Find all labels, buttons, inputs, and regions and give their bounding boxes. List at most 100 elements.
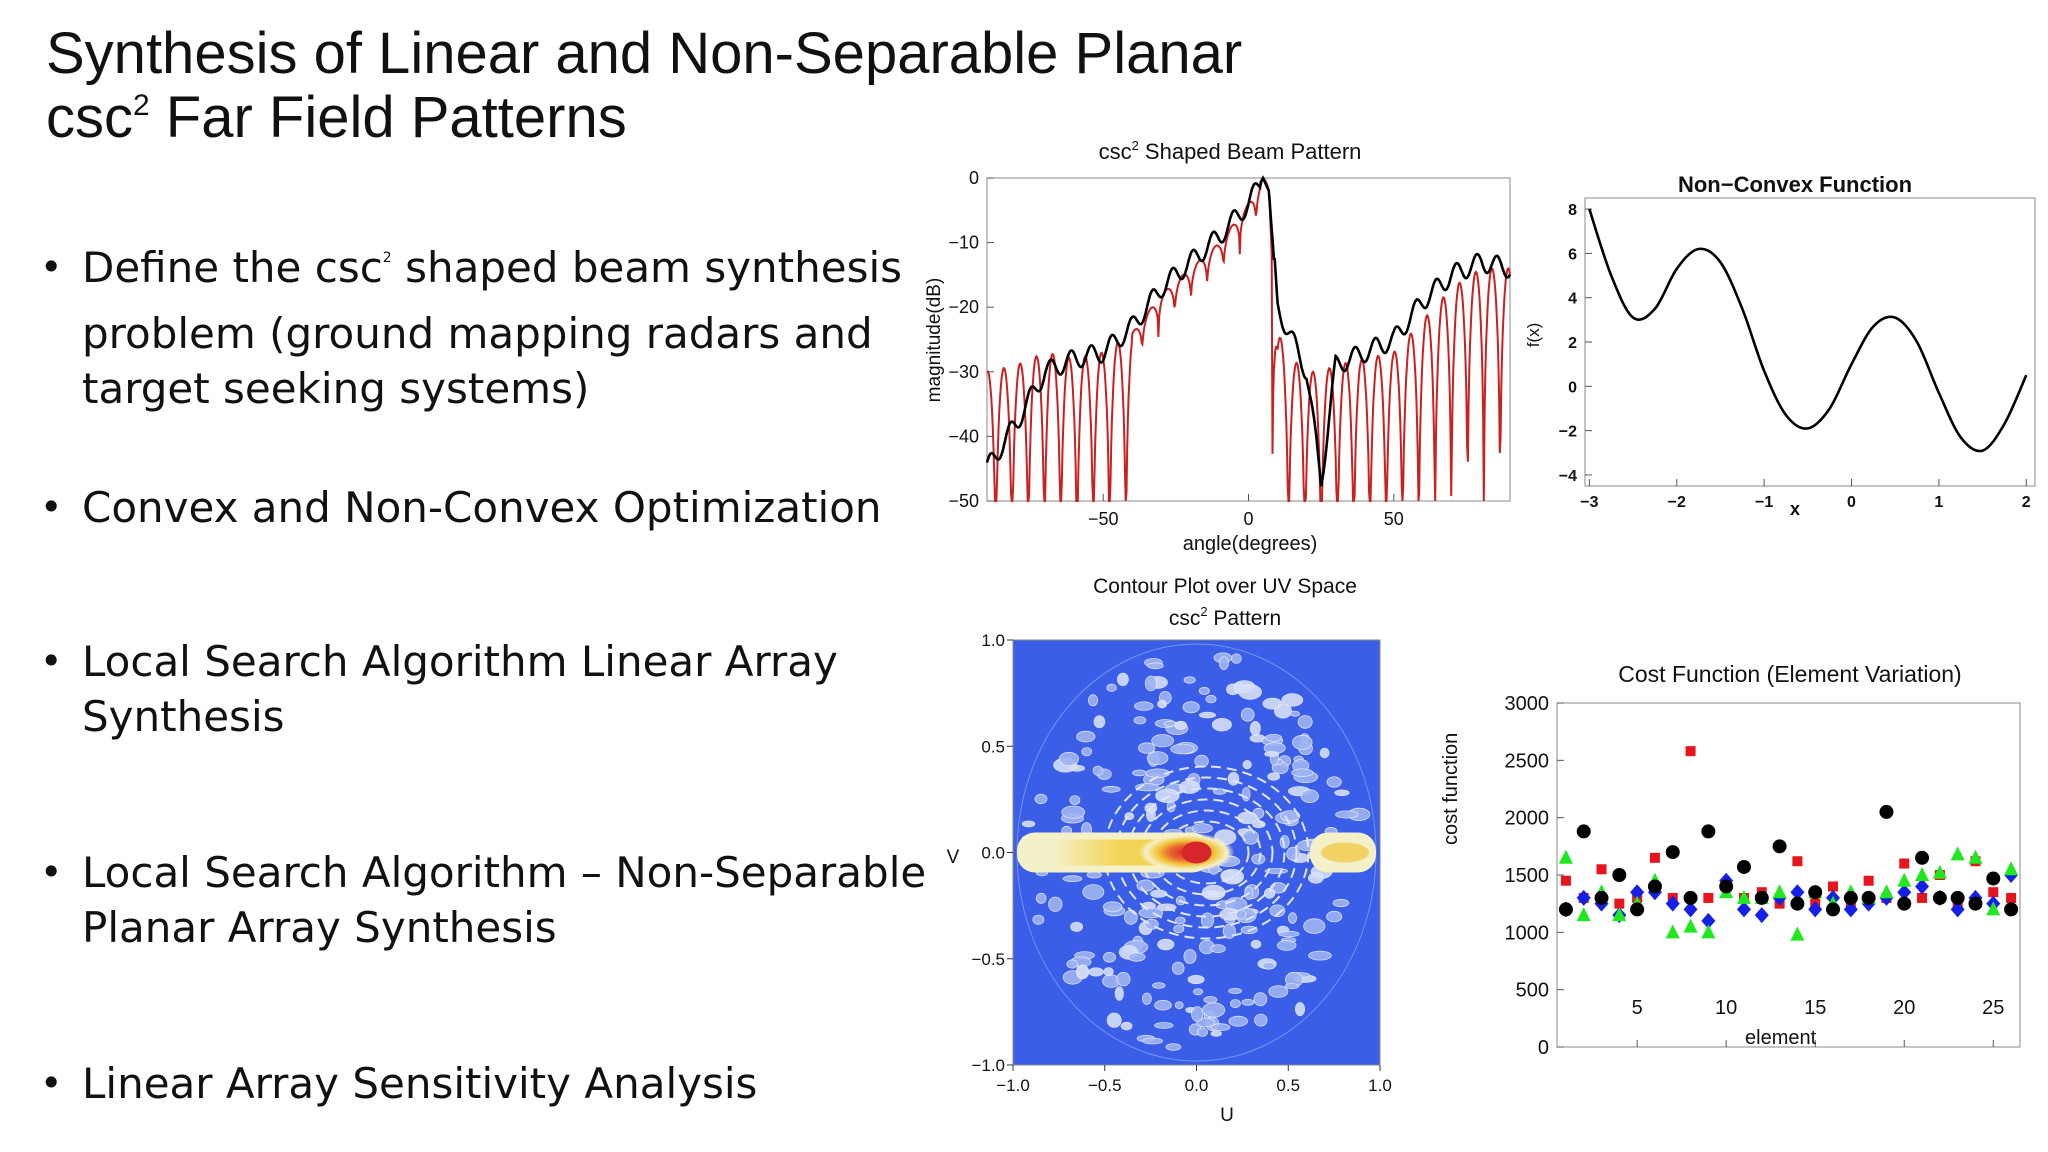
series-markers — [1558, 746, 2019, 941]
circle-marker — [1594, 890, 1609, 905]
sidelobe-contour — [1241, 998, 1255, 1006]
y-tick-label: 2000 — [1505, 808, 1550, 830]
sidelobe-contour — [1173, 924, 1185, 934]
x-tick-label: 0 — [1243, 509, 1253, 529]
sidelobe-contour — [1297, 715, 1313, 729]
triangle-marker — [1986, 901, 2001, 916]
sidelobe-contour — [1157, 938, 1175, 951]
sidelobe-contour — [1183, 949, 1197, 964]
sidelobe-contour — [1127, 952, 1146, 962]
sidelobe-contour — [1203, 996, 1218, 1004]
title-rest: Far Field Patterns — [149, 85, 627, 150]
diamond-marker — [1576, 889, 1591, 906]
triangle-marker — [1915, 867, 1930, 881]
circle-marker — [2004, 902, 2019, 917]
diamond-marker — [1665, 895, 1680, 912]
sidelobe-contour — [1200, 912, 1215, 929]
x-tick-label: −1.0 — [996, 1076, 1030, 1095]
circle-marker — [1879, 804, 1894, 819]
circle-marker — [1843, 890, 1858, 905]
sidelobe-contour — [1087, 694, 1099, 707]
y-tick-label: 0 — [1538, 1037, 1549, 1055]
triangle-marker — [1665, 924, 1680, 939]
y-tick-label: 500 — [1516, 980, 1549, 1002]
cost-y-axis-label: cost function — [1440, 732, 1462, 845]
circle-marker — [1950, 890, 1965, 905]
x-tick-label: 50 — [1384, 509, 1404, 529]
sidelobe-contour — [1032, 914, 1045, 925]
sidelobe-contour — [1138, 742, 1156, 754]
sidelobe-contour — [1151, 734, 1175, 748]
y-tick-label: 0.5 — [981, 737, 1005, 756]
sidelobe-contour — [1133, 716, 1147, 725]
sidelobe-contour — [1116, 672, 1129, 687]
circle-marker — [1897, 896, 1912, 911]
diamond-marker — [1754, 907, 1769, 924]
y-tick-label: 3000 — [1505, 693, 1550, 715]
sidelobe-contour — [1070, 921, 1084, 932]
y-tick-label: −4 — [1559, 468, 1577, 485]
sidelobe-contour — [1228, 987, 1243, 994]
y-tick-label: −10 — [948, 233, 979, 253]
x-tick-label: −3 — [1580, 494, 1598, 511]
sidelobe-contour — [1303, 918, 1326, 934]
sidelobe-contour — [1102, 951, 1116, 963]
sidelobe-contour — [1076, 730, 1096, 743]
sidelobe-contour — [1088, 967, 1104, 977]
plot-frame — [1556, 702, 2021, 1048]
sidelobe-contour — [1240, 707, 1255, 722]
sidelobe-contour — [1210, 1030, 1223, 1037]
circle-marker — [1736, 859, 1751, 874]
diamond-marker — [1701, 912, 1716, 929]
circle-marker — [1915, 850, 1930, 865]
sidelobe-contour — [1241, 787, 1251, 802]
x-tick-label: 0.5 — [1276, 1076, 1300, 1095]
circle-marker — [1790, 896, 1805, 911]
square-marker — [1703, 892, 1714, 903]
sidelobe-contour — [1300, 789, 1319, 804]
triangle-marker — [1879, 884, 1894, 899]
chart-title: csc2 Shaped Beam Pattern — [1099, 138, 1362, 164]
circle-marker — [1808, 885, 1823, 900]
sidelobe-contour — [1281, 693, 1304, 707]
sidelobe-contour — [1269, 904, 1286, 918]
sidelobe-contour — [1262, 961, 1276, 970]
sidelobe-contour — [1210, 1023, 1231, 1032]
diamond-marker — [1683, 901, 1698, 918]
cost-x-axis-label: element — [1745, 1027, 1817, 1049]
y-tick-label: 4 — [1568, 291, 1577, 308]
bullet-item: • Linear Array Sensitivity Analysis — [40, 1056, 940, 1116]
sidelobe-contour — [1191, 1006, 1204, 1022]
sidelobe-contour — [1196, 1017, 1216, 1028]
sidelobe-contour — [1069, 795, 1081, 806]
sidelobe-contour — [1155, 788, 1180, 804]
sidelobe-contour — [1132, 769, 1147, 777]
y-axis-label: magnitude(dB) — [924, 278, 945, 403]
bullet-item: • Local Search Algorithm – Non-Separable… — [40, 845, 940, 960]
title-line-1: Synthesis of Linear and Non-Separable Pl… — [46, 21, 1243, 86]
y-tick-label: 1500 — [1505, 865, 1550, 887]
x-tick-label: 5 — [1631, 997, 1643, 1019]
x-tick-label: 1.0 — [1368, 1076, 1392, 1095]
y-tick-label: −1.0 — [971, 1056, 1005, 1075]
x-axis-label: U — [1220, 1105, 1234, 1125]
sidelobe-contour — [1102, 901, 1123, 913]
sidelobe-contour — [1194, 754, 1209, 768]
title-line-2: csc2 Far Field Patterns — [46, 86, 1242, 160]
diamond-marker — [1790, 884, 1805, 901]
sidelobe-contour — [1265, 733, 1283, 742]
sidelobe-contour — [1174, 720, 1187, 730]
right-beam-core — [1321, 842, 1369, 863]
x-tick-label: −1 — [1755, 494, 1773, 511]
sidelobe-contour — [1196, 1027, 1208, 1037]
sidelobe-contour — [1146, 751, 1169, 766]
sidelobe-contour — [1242, 760, 1252, 770]
circle-marker — [1986, 871, 2001, 886]
sidelobe-contour — [1101, 785, 1121, 793]
triangle-marker — [1772, 884, 1787, 899]
y-tick-label: −20 — [948, 297, 979, 317]
sidelobe-contour — [1264, 751, 1280, 757]
sidelobe-contour — [1142, 1037, 1164, 1045]
sidelobe-contour — [1267, 772, 1281, 781]
square-marker — [1560, 875, 1571, 886]
